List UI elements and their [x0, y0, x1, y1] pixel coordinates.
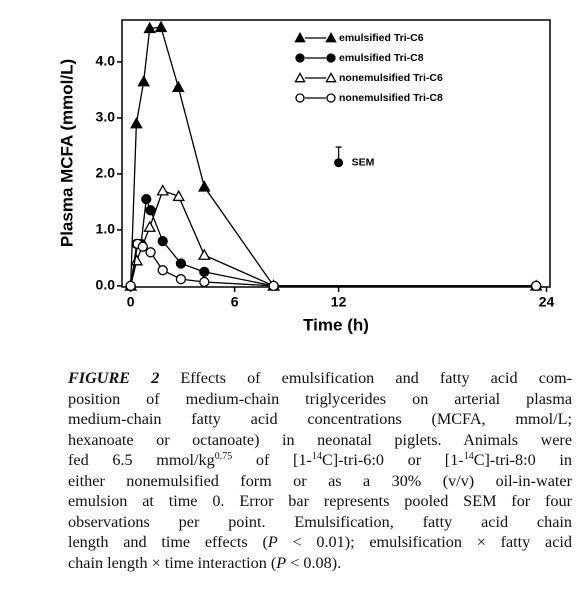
- caption-line: observations per point. Emulsification, …: [68, 512, 572, 533]
- caption-line: FIGURE 2 Effects of emulsification and f…: [68, 368, 572, 389]
- marker: [145, 205, 156, 216]
- x-tick-label: 0: [127, 294, 135, 310]
- caption-text: observations per point. Emulsification, …: [68, 512, 572, 531]
- series-line: [130, 198, 537, 287]
- caption-line: position of medium-chain triglycerides o…: [68, 389, 572, 410]
- caption-text: chain length × time interaction (: [68, 553, 277, 572]
- marker: [125, 280, 136, 292]
- y-axis-label: Plasma MCFA (mmol/L): [57, 59, 76, 247]
- marker: [143, 21, 157, 34]
- marker: [156, 184, 170, 196]
- legend-marker: [294, 32, 306, 43]
- caption-line: hexanoate or octanoate) in neonatal pigl…: [68, 430, 572, 451]
- chart: Time (h) Plasma MCFA (mmol/L) 0.0 1.0 2.0 3…: [57, 19, 555, 334]
- caption-line: either nonemulsified form or as a 30% (v…: [68, 471, 572, 492]
- marker: [137, 75, 150, 87]
- caption-text: < 0.08).: [286, 553, 342, 572]
- caption-text: Effects of emulsification and fatty acid…: [159, 369, 573, 387]
- y-tick-label: 4.0: [96, 53, 116, 69]
- series-line: [130, 242, 537, 287]
- caption-line: length and time effects (P < 0.01); emul…: [68, 532, 572, 553]
- legend-marker: [325, 72, 337, 83]
- marker: [157, 265, 168, 276]
- marker: [172, 189, 185, 202]
- caption-text: P: [276, 553, 287, 572]
- caption-text: position of medium-chain triglycerides o…: [68, 389, 572, 408]
- marker: [530, 280, 542, 292]
- x-axis-label: Time (h): [303, 315, 369, 334]
- y-tick-label: 3.0: [96, 109, 116, 125]
- caption: FIGURE 2 Effects of emulsification and f…: [68, 368, 572, 573]
- y-tick-label: 0.0: [96, 277, 116, 293]
- plot-frame: [121, 19, 551, 288]
- series-line: [130, 26, 537, 287]
- marker: [154, 20, 168, 33]
- legend-marker: [295, 53, 305, 63]
- caption-line: medium-chain fatty acid concentrations (…: [68, 409, 572, 430]
- caption-text: length and time effects (: [68, 533, 268, 551]
- caption-text: C]-tri-8:0 in: [473, 451, 572, 469]
- caption-text: 14: [463, 451, 474, 462]
- marker: [141, 193, 152, 205]
- marker: [137, 241, 148, 252]
- legend-label: emulsified Tri-C8: [339, 52, 424, 64]
- y-tick-label: 2.0: [96, 165, 116, 181]
- legend-marker: [294, 72, 306, 83]
- marker: [198, 248, 211, 260]
- caption-text: 14: [311, 451, 322, 462]
- sem-marker: [334, 158, 344, 168]
- caption-text: P: [267, 533, 278, 551]
- marker: [157, 235, 168, 247]
- caption-line: fed 6.5 mmol/kg0.75 of [1-14C]-tri-6:0 o…: [68, 450, 572, 471]
- marker: [172, 80, 185, 92]
- marker: [130, 117, 143, 129]
- caption-text: of [1-: [232, 451, 312, 469]
- marker: [130, 254, 144, 266]
- caption-text: C]-tri-6:0 or [1-: [321, 451, 464, 469]
- x-tick-label: 24: [539, 294, 555, 310]
- legend-marker: [326, 53, 336, 63]
- marker: [199, 276, 210, 288]
- legend-marker: [326, 93, 336, 103]
- caption-text: 0.75: [214, 451, 233, 462]
- marker: [198, 180, 211, 192]
- caption-line: chain length × time interaction (P < 0.0…: [68, 553, 572, 574]
- marker: [175, 258, 187, 269]
- caption-line: emulsion at time 0. Error bar represents…: [68, 491, 572, 512]
- caption-text: fed 6.5 mmol/kg: [68, 451, 215, 469]
- marker: [145, 247, 156, 258]
- legend-label: nonemulsified Tri-C6: [339, 72, 443, 84]
- caption-text: < 0.01); emulsification × fatty acid: [277, 533, 573, 551]
- legend-marker: [325, 32, 337, 43]
- legend-label: nonemulsified Tri-C8: [339, 92, 443, 104]
- legend-marker: [295, 93, 305, 103]
- legend-label: emulsified Tri-C6: [339, 32, 424, 44]
- marker: [143, 220, 157, 232]
- marker: [175, 274, 187, 285]
- marker: [199, 266, 210, 278]
- caption-text: emulsion at time 0. Error bar represents…: [68, 492, 572, 510]
- caption-text: hexanoate or octanoate) in neonatal pigl…: [68, 430, 572, 449]
- x-tick-label: 6: [231, 294, 239, 310]
- sem-label: SEM: [352, 157, 375, 169]
- caption-text: either nonemulsified form or as a 30% (v…: [68, 471, 572, 490]
- y-tick-label: 1.0: [96, 221, 116, 237]
- caption-text: medium-chain fatty acid concentrations (…: [68, 410, 572, 428]
- caption-text: FIGURE 2: [68, 369, 160, 387]
- marker: [268, 280, 279, 292]
- x-tick-label: 12: [331, 294, 347, 310]
